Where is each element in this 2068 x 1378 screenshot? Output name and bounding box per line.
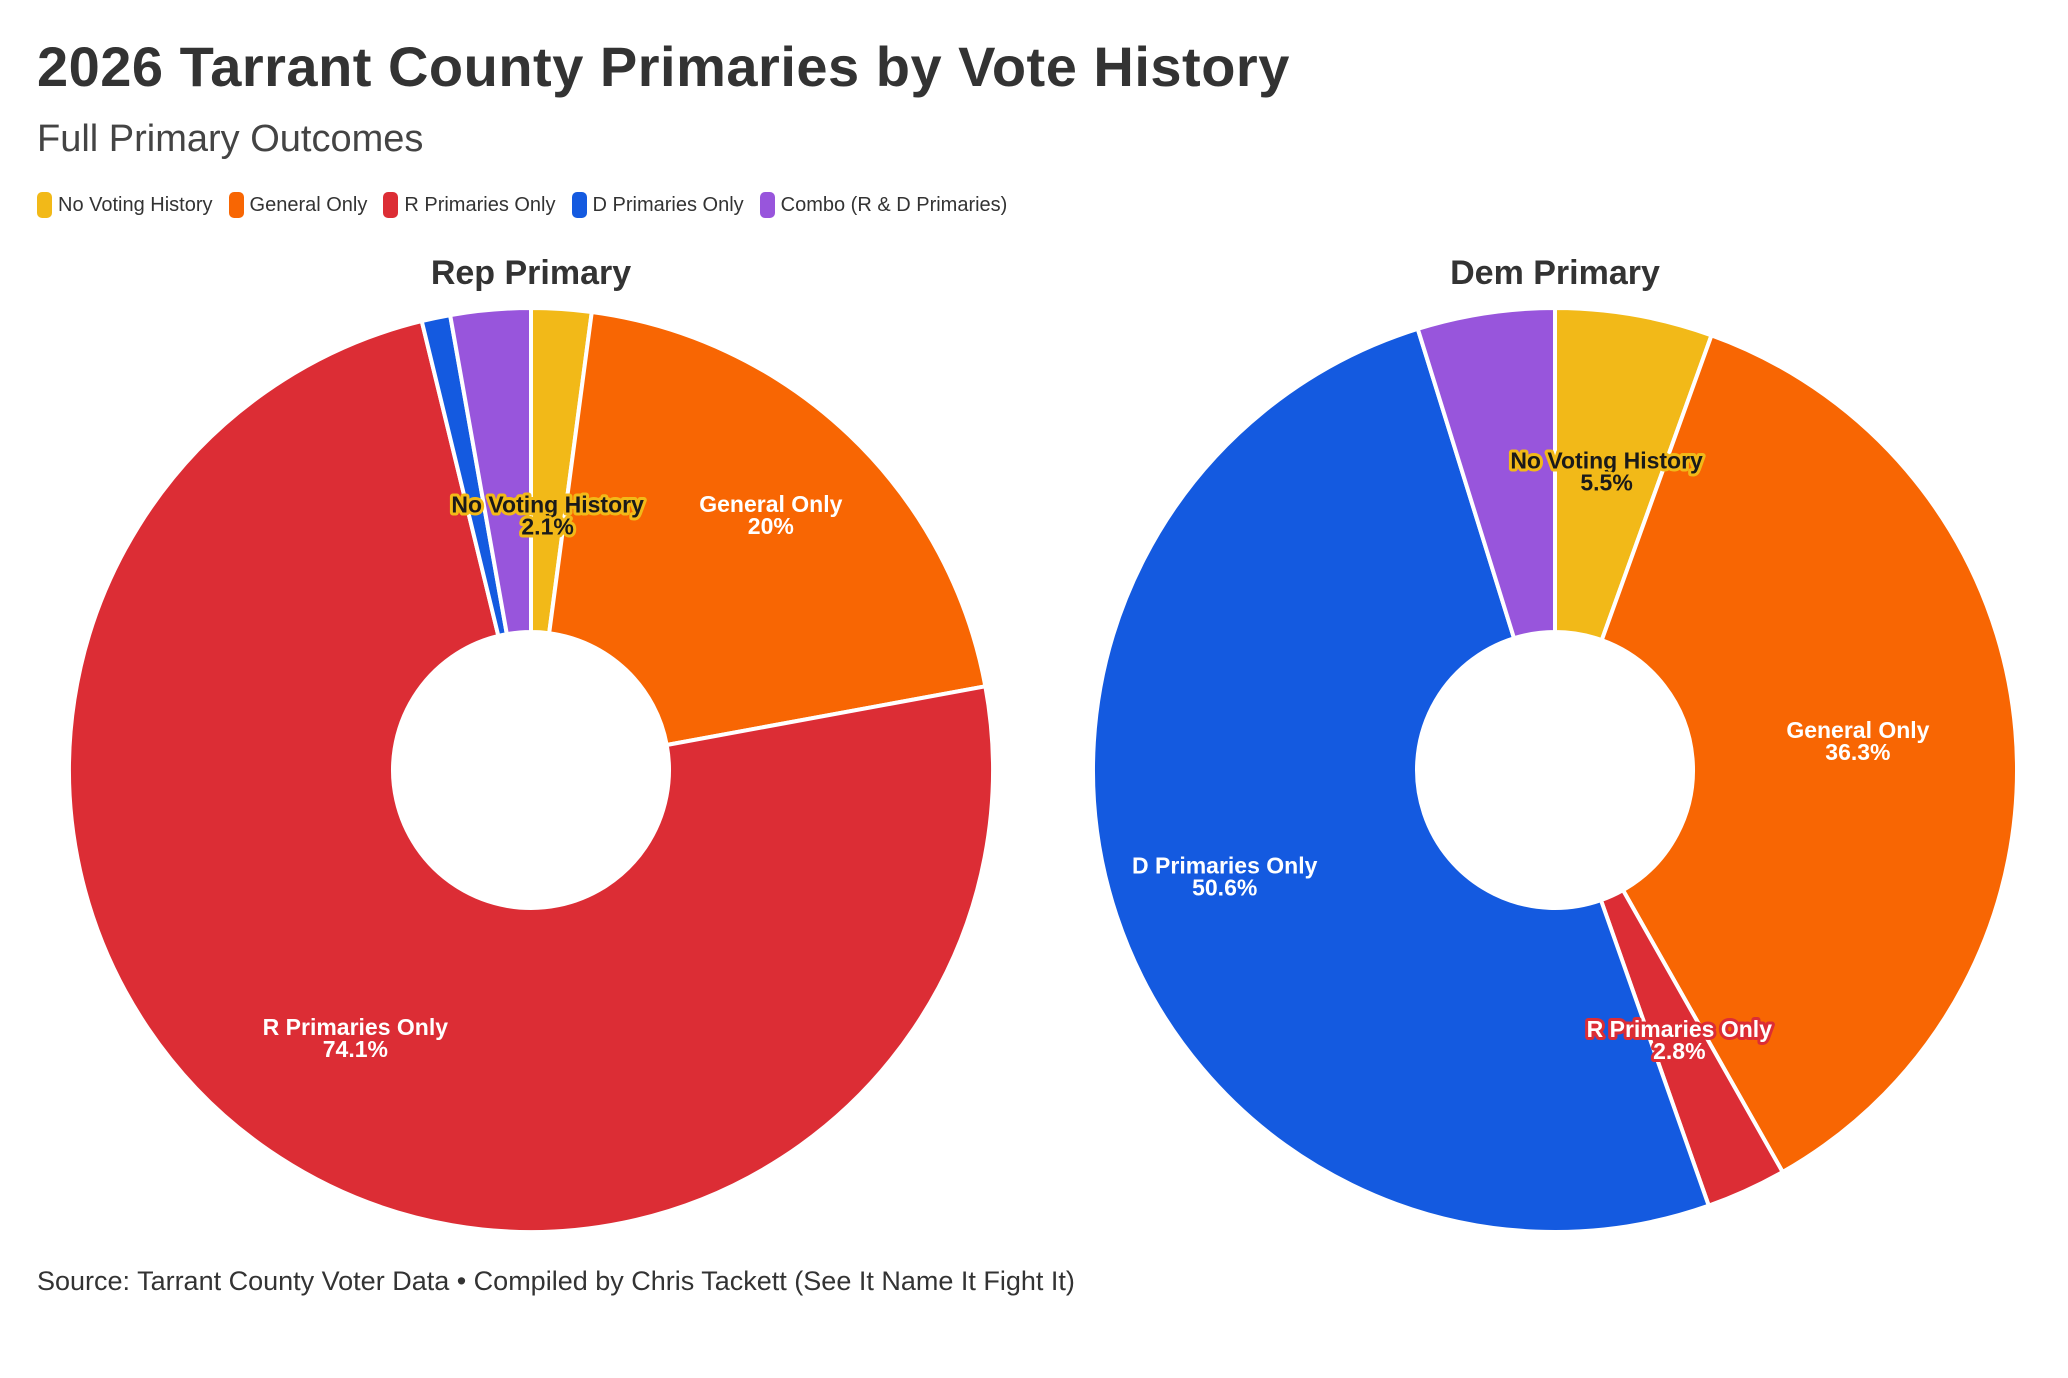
legend-swatch	[759, 192, 775, 218]
data-label-value: 2.1%	[521, 514, 573, 540]
legend-item-combo[interactable]: Combo (R & D Primaries)	[759, 192, 1008, 218]
data-label-value: 2.8%	[1653, 1038, 1705, 1064]
data-label-value: 36.3%	[1825, 739, 1890, 765]
data-label-value: 20%	[748, 513, 794, 539]
chart-subtitle: Full Primary Outcomes	[37, 118, 424, 160]
legend-swatch	[571, 192, 587, 218]
legend-label: Combo (R & D Primaries)	[780, 193, 1008, 216]
data-label-value: 50.6%	[1192, 875, 1257, 901]
data-label-name: No Voting History	[451, 492, 644, 518]
slice-combo-r-d-primaries[interactable]	[448, 306, 533, 637]
slice-general-only[interactable]	[547, 310, 988, 747]
data-label-name: R Primaries Only	[1587, 1016, 1773, 1042]
data-label-name: General Only	[1786, 717, 1929, 743]
chart-title: 2026 Tarrant County Primaries by Vote Hi…	[37, 35, 1290, 98]
legend-item-d-primaries-only[interactable]: D Primaries Only	[571, 192, 744, 218]
legend-swatch	[37, 192, 52, 218]
dem-primary-slices	[1090, 306, 2019, 1235]
legend-item-r-primaries-only[interactable]: R Primaries Only	[383, 192, 556, 218]
legend-swatch	[383, 192, 399, 218]
source-note: Source: Tarrant County Voter Data • Comp…	[37, 1266, 1075, 1296]
legend-label: R Primaries Only	[404, 193, 556, 216]
slice-combo-r-d-primaries[interactable]	[1415, 306, 1557, 641]
data-label-name: D Primaries Only	[1132, 853, 1318, 879]
rep-primary-slices	[67, 306, 995, 1234]
rep-primary-labels: No Voting History 2.1% General Only 20% R Pr…	[263, 489, 843, 1063]
legend-item-general-only[interactable]: General Only	[228, 192, 368, 218]
legend-swatch	[228, 192, 244, 218]
data-label-value: 5.5%	[1580, 469, 1632, 495]
rep-primary-title: Rep Primary	[431, 254, 631, 292]
slice-r-primaries-only[interactable]	[67, 319, 995, 1234]
data-label-value: 74.1%	[323, 1036, 388, 1062]
legend-label: D Primaries Only	[592, 193, 744, 216]
slice-d-primaries-only[interactable]	[1090, 326, 1711, 1235]
data-label-general-only: General Only 20%	[699, 491, 842, 539]
data-label-no-voting-history: No Voting History 5.5%	[1510, 447, 1703, 495]
dem-primary-labels: No Voting History 5.5% General Only 36.3% R …	[1132, 444, 1930, 1067]
data-label-d-primaries-only: D Primaries Only 50.6%	[1132, 853, 1318, 901]
data-label-name: No Voting History	[1510, 447, 1703, 473]
rep-primary-chart: Rep Primary No Voting History 2.1% General…	[67, 254, 995, 1234]
data-label-r-primaries-only: R Primaries Only 2.8%	[1587, 1016, 1773, 1064]
legend-label: General Only	[249, 193, 368, 216]
legend-label: No Voting History	[58, 193, 213, 216]
data-label-general-only: General Only 36.3%	[1786, 717, 1929, 765]
data-label-name: R Primaries Only	[263, 1014, 449, 1040]
legend: No Voting History General Only R Primari…	[37, 192, 1023, 218]
dem-primary-chart: Dem Primary No Voting History 5.5% General…	[1090, 254, 2019, 1235]
data-label-r-primaries-only: R Primaries Only 74.1%	[263, 1014, 449, 1062]
dem-primary-title: Dem Primary	[1450, 254, 1660, 292]
slice-general-only[interactable]	[1599, 333, 2019, 1175]
data-label-no-voting-history: No Voting History 2.1%	[451, 492, 644, 540]
data-label-name: General Only	[699, 491, 842, 517]
legend-item-no-voting-history[interactable]: No Voting History	[37, 192, 213, 218]
